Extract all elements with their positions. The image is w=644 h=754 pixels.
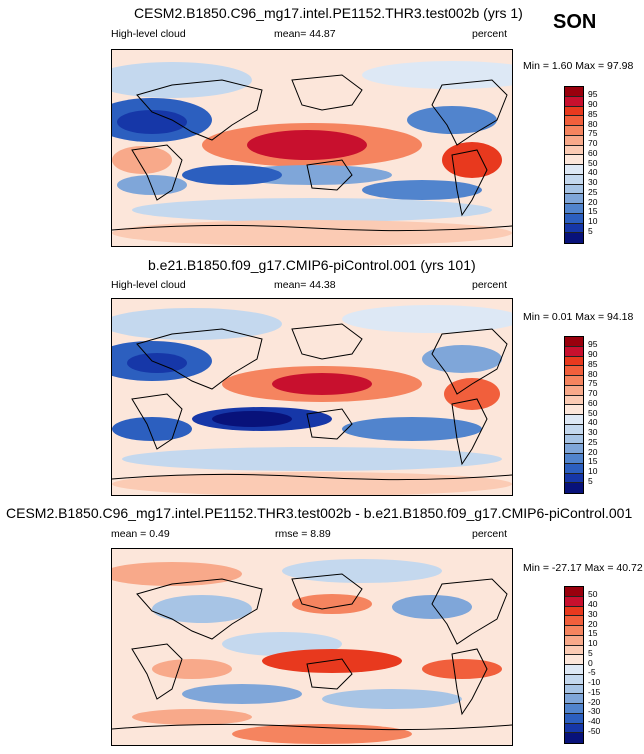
colorbar-tick: 60: [588, 398, 598, 408]
colorbar-tick: 25: [588, 437, 598, 447]
colorbar-tick: 30: [588, 609, 598, 619]
panel-2-minmax: Min = 0.01 Max = 94.18: [523, 311, 634, 323]
colorbar-tick: 30: [588, 427, 598, 437]
colorbar-tick: 5: [588, 226, 593, 236]
colorbar-tick: 20: [588, 197, 598, 207]
colorbar-tick: 50: [588, 408, 598, 418]
panel-3-minmax: Min = -27.17 Max = 40.72: [523, 562, 643, 574]
panel-2-map: [111, 298, 513, 496]
season-label: SON: [553, 11, 597, 33]
colorbar-tick: 10: [588, 216, 598, 226]
colorbar-tick: -50: [588, 726, 601, 736]
colorbar-tick: 20: [588, 447, 598, 457]
colorbar-tick: 20: [588, 619, 598, 629]
colorbar-tick: 80: [588, 119, 598, 129]
colorbar-tick: 90: [588, 99, 598, 109]
colorbar-tick: -10: [588, 677, 601, 687]
colorbar-tick: 25: [588, 187, 598, 197]
colorbar-tick: 75: [588, 128, 598, 138]
colorbar-tick: 40: [588, 417, 598, 427]
panel-3-mean-label: mean = 0.49: [111, 528, 170, 540]
colorbar-tick: 40: [588, 599, 598, 609]
colorbar-tick: 50: [588, 158, 598, 168]
panel-2-mean-label: mean= 44.38: [274, 279, 336, 291]
panel-2-variable-label: High-level cloud: [111, 279, 186, 291]
colorbar-tick: 95: [588, 89, 598, 99]
colorbar-tick: 5: [588, 648, 593, 658]
panel-1-title: CESM2.B1850.C96_mg17.intel.PE1152.THR3.t…: [134, 5, 523, 21]
colorbar-tick: -15: [588, 687, 601, 697]
colorbar-tick: 70: [588, 138, 598, 148]
colorbar-tick: -5: [588, 667, 596, 677]
colorbar-tick: 15: [588, 456, 598, 466]
colorbar-tick: 90: [588, 349, 598, 359]
colorbar-tick: 5: [588, 476, 593, 486]
colorbar-tick: 30: [588, 177, 598, 187]
colorbar-tick: 40: [588, 167, 598, 177]
panel-3-title: CESM2.B1850.C96_mg17.intel.PE1152.THR3.t…: [6, 505, 633, 521]
panel-1-colorbar: [564, 86, 584, 244]
panel-1-minmax: Min = 1.60 Max = 97.98: [523, 60, 634, 72]
panel-3-colorbar: [564, 586, 584, 744]
colorbar-tick: -30: [588, 706, 601, 716]
colorbar-tick: 15: [588, 206, 598, 216]
colorbar-tick: 85: [588, 109, 598, 119]
colorbar-tick: 80: [588, 369, 598, 379]
colorbar-tick: 95: [588, 339, 598, 349]
panel-1-variable-label: High-level cloud: [111, 28, 186, 40]
panel-3-map: [111, 548, 513, 746]
panel-2-title: b.e21.B1850.f09_g17.CMIP6-piControl.001 …: [148, 257, 476, 273]
colorbar-tick: 0: [588, 658, 593, 668]
colorbar-tick: 10: [588, 466, 598, 476]
colorbar-tick: -20: [588, 697, 601, 707]
panel-2-colorbar: [564, 336, 584, 494]
colorbar-tick: 70: [588, 388, 598, 398]
colorbar-tick: -40: [588, 716, 601, 726]
panel-1-mean-label: mean= 44.87: [274, 28, 336, 40]
panel-3-rmse-label: rmse = 8.89: [275, 528, 331, 540]
panel-1-units-label: percent: [472, 28, 508, 40]
colorbar-tick: 60: [588, 148, 598, 158]
colorbar-tick: 50: [588, 589, 598, 599]
panel-3-units-label: percent: [472, 528, 508, 540]
colorbar-tick: 10: [588, 638, 598, 648]
colorbar-tick: 75: [588, 378, 598, 388]
colorbar-tick: 15: [588, 628, 598, 638]
panel-1-map: [111, 49, 513, 247]
colorbar-tick: 85: [588, 359, 598, 369]
panel-2-units-label: percent: [472, 279, 508, 291]
